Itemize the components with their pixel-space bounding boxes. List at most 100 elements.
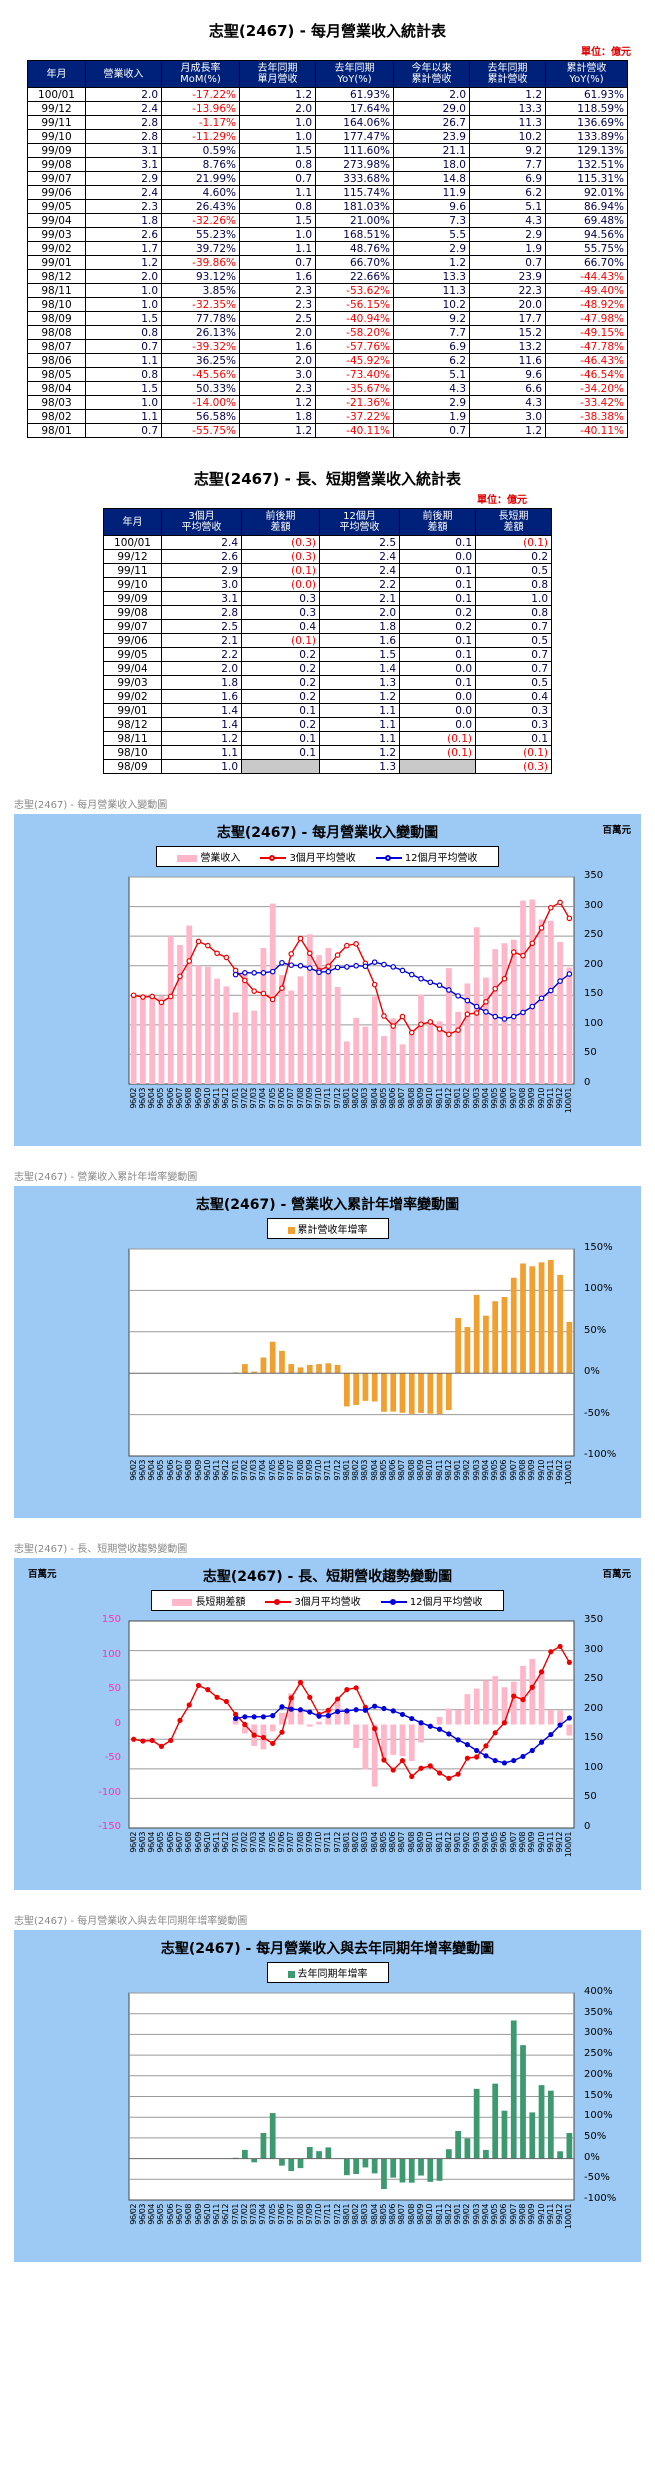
table-cell: 2.0: [85, 269, 162, 284]
table-row: 98/07 0.7 -39.32% 1.6 -57.76% 6.9 13.2 -47.78%: [27, 339, 628, 354]
table-cell: 0.7: [393, 423, 470, 438]
data-point: [538, 1739, 545, 1745]
bar: [566, 1321, 573, 1374]
x-axis-label: 96/11: [212, 1088, 222, 1109]
x-axis-label: 99/03: [471, 1088, 481, 1109]
x-axis-label: 99/01: [453, 1460, 463, 1481]
bar: [353, 1724, 360, 1748]
bar: [436, 1716, 443, 1725]
table-cell: 1.7: [85, 241, 162, 256]
data-point: [260, 990, 267, 997]
x-axis-label: 98/09: [416, 1832, 426, 1853]
x-axis-label: 96/07: [174, 2204, 184, 2225]
table-row: 100/01 2.4 (0.3) 2.5 0.1 (0.1): [103, 535, 552, 550]
data-point: [446, 1731, 452, 1737]
bar: [343, 1709, 350, 1725]
data-point: [455, 1771, 461, 1777]
bar: [510, 1681, 517, 1725]
bar: [547, 2090, 554, 2159]
x-axis-label: 99/02: [462, 1832, 472, 1853]
table-cell: 1.2: [393, 255, 470, 270]
table-cell: 1.0: [475, 591, 552, 606]
bar: [177, 945, 183, 1084]
table-cell: 0.7: [475, 661, 552, 676]
table-cell: 11.3: [393, 283, 470, 298]
x-axis-label: 99/03: [471, 1832, 481, 1853]
table-cell: 2.4: [319, 563, 400, 578]
bar: [520, 1263, 526, 1374]
x-axis-label: 97/01: [230, 2204, 240, 2225]
chart3-unit-right: 百萬元: [602, 1569, 631, 1580]
bar: [399, 1044, 406, 1084]
bar: [520, 1665, 526, 1725]
bar: [557, 1275, 563, 1374]
table-cell: 4.3: [469, 395, 546, 410]
monthly-revenue-table: 年月 營業收入 月成長率 MoM(%) 去年同期 單月營收 去年同期 YoY(%) 今年以來 累計…: [27, 60, 628, 438]
row-period: 98/10: [103, 745, 162, 760]
data-point: [557, 978, 563, 984]
table-cell: 129.13%: [545, 143, 628, 158]
chart1-legend: 營業收入 3個月平均營收 12個月平均營收: [156, 846, 499, 867]
table-cell: 0.8: [475, 577, 552, 592]
table-cell: 61.93%: [545, 87, 628, 102]
table-cell: 2.3: [239, 381, 316, 396]
table-cell: 2.2: [161, 647, 242, 662]
x-axis-label: 97/03: [249, 1088, 259, 1109]
table-cell: 0.7: [239, 171, 316, 186]
x-axis-label: 98/07: [397, 1832, 407, 1853]
row-period: 99/08: [103, 605, 162, 620]
x-axis-label: 96/11: [212, 2204, 222, 2225]
bar: [306, 934, 313, 1084]
data-point: [306, 965, 313, 971]
table-cell: 13.3: [393, 269, 470, 284]
table-cell: -48.92%: [545, 297, 628, 312]
long-short-revenue-table-block: 志聖(2467) - 長、短期營業收入統計表 單位：億元 年月 3個月 平均營收 前後…: [0, 462, 655, 774]
table-cell: -58.20%: [315, 325, 394, 340]
data-point: [307, 1694, 313, 1700]
legend-swatch-icon: [177, 854, 198, 862]
data-point: [455, 1737, 461, 1743]
bar: [520, 2045, 526, 2159]
data-point: [427, 1723, 433, 1729]
table-cell: 1.1: [161, 745, 242, 760]
table-cell: -44.43%: [545, 269, 628, 284]
data-point: [353, 962, 359, 969]
table-cell: 1.0: [239, 227, 316, 242]
x-axis-label: 98/02: [351, 2204, 361, 2225]
column-header: 長短期 差額: [475, 508, 552, 536]
table-cell: 22.3: [469, 283, 546, 298]
table-row: 98/10 1.0 -32.35% 2.3 -56.15% 10.2 20.0 -48.92%: [27, 297, 628, 312]
table-cell: 0.2: [241, 717, 320, 732]
y-axis-tick-left: -150: [98, 1821, 121, 1832]
table-cell: (0.0): [241, 577, 320, 592]
bar: [316, 1364, 322, 1374]
table-cell: 86.94%: [545, 199, 628, 214]
data-point: [501, 1016, 508, 1022]
legend-label: 12個月平均營收: [404, 853, 478, 864]
table1-unit: 單位：億元: [581, 47, 631, 58]
data-point: [223, 1698, 229, 1705]
bar: [325, 947, 332, 1084]
x-axis-label: 98/07: [397, 1088, 407, 1109]
bar: [214, 978, 220, 1084]
data-point: [130, 992, 137, 999]
data-point: [270, 1740, 276, 1747]
bar: [445, 968, 452, 1084]
x-axis-label: 98/04: [369, 1460, 379, 1481]
x-axis-label: 98/01: [341, 1088, 351, 1109]
x-axis-label: 99/11: [545, 1088, 555, 1109]
data-point: [409, 1715, 415, 1722]
x-axis-label: 96/12: [221, 1460, 231, 1481]
bar: [436, 2158, 443, 2181]
row-period: 99/07: [27, 171, 86, 186]
table-cell: -49.15%: [545, 325, 628, 340]
table-cell: 0.2: [241, 675, 320, 690]
x-axis-label: 99/05: [490, 2204, 500, 2225]
x-axis-label: 96/06: [165, 2204, 175, 2225]
x-axis-label: 98/04: [369, 1088, 379, 1109]
data-point: [501, 975, 508, 982]
x-axis-label: 97/12: [332, 2204, 342, 2225]
data-point: [325, 1707, 331, 1713]
table-cell: 2.9: [393, 395, 470, 410]
data-point: [372, 1703, 378, 1709]
